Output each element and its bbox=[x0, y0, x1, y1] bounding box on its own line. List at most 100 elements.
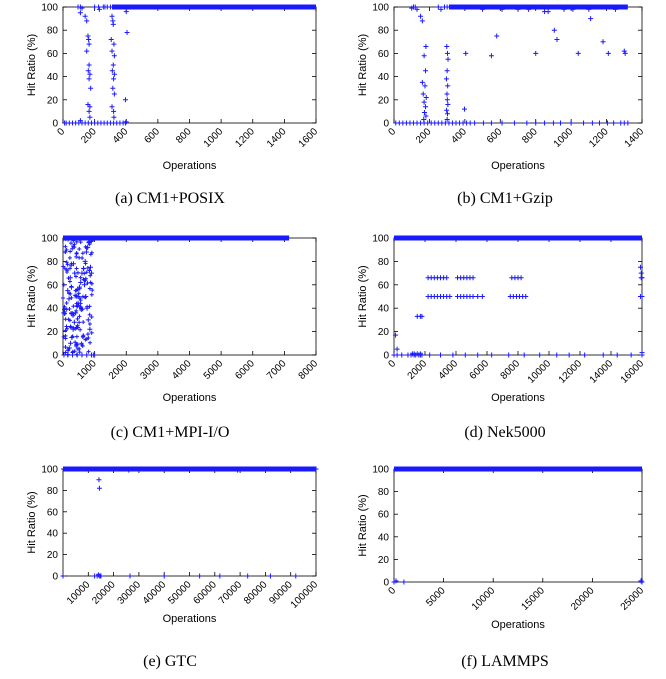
data-point bbox=[475, 352, 481, 358]
data-point bbox=[445, 83, 451, 89]
data-point bbox=[611, 120, 617, 126]
data-point bbox=[71, 313, 76, 318]
data-point bbox=[554, 36, 560, 42]
x-tick-label: 1600 bbox=[297, 126, 321, 150]
x-tick-label: 14000 bbox=[588, 358, 616, 386]
data-point bbox=[86, 41, 92, 47]
data-point bbox=[60, 573, 66, 579]
panel-caption: (c) CM1+MPI-I/O bbox=[111, 424, 230, 441]
x-tick-label: 60000 bbox=[191, 579, 219, 607]
data-point bbox=[63, 237, 68, 242]
data-point bbox=[625, 120, 631, 126]
data-point bbox=[72, 270, 78, 276]
data-point bbox=[639, 579, 645, 585]
data-point bbox=[75, 342, 80, 347]
data-point bbox=[88, 85, 94, 91]
y-axis-title: Hit Ratio (%) bbox=[357, 34, 369, 96]
x-tick-label: 100000 bbox=[289, 579, 321, 611]
data-point bbox=[604, 120, 610, 126]
x-tick-label: 1200 bbox=[233, 126, 257, 150]
data-point bbox=[558, 120, 564, 126]
x-tick-label: 0 bbox=[386, 358, 398, 370]
data-point bbox=[443, 76, 449, 82]
y-axis-title: Hit Ratio (%) bbox=[26, 34, 38, 96]
data-point bbox=[66, 237, 71, 242]
data-point bbox=[87, 268, 92, 273]
data-point bbox=[87, 104, 93, 110]
data-point bbox=[88, 270, 94, 276]
hit-ratio-band bbox=[63, 235, 290, 241]
data-point bbox=[444, 111, 450, 117]
data-point bbox=[122, 97, 128, 103]
y-tick-label: 0 bbox=[52, 119, 58, 130]
data-point bbox=[76, 284, 82, 290]
data-point bbox=[86, 236, 91, 241]
data-point bbox=[293, 573, 299, 579]
data-point bbox=[79, 341, 84, 346]
panel-caption: (d) Nek5000 bbox=[464, 424, 545, 441]
y-tick-label: 20 bbox=[47, 95, 59, 106]
data-point bbox=[600, 39, 606, 45]
data-point bbox=[445, 56, 451, 62]
y-tick-label: 100 bbox=[41, 465, 58, 476]
data-point bbox=[84, 270, 89, 275]
data-point bbox=[488, 53, 494, 59]
data-point bbox=[523, 294, 529, 299]
x-tick-label: 600 bbox=[142, 126, 162, 146]
data-point bbox=[110, 85, 116, 91]
data-point bbox=[480, 6, 486, 12]
y-tick-label: 80 bbox=[378, 26, 390, 37]
y-axis-title: Hit Ratio (%) bbox=[357, 265, 369, 327]
data-point bbox=[78, 279, 84, 285]
data-point bbox=[267, 573, 273, 579]
y-tick-label: 80 bbox=[47, 26, 59, 37]
y-tick-label: 60 bbox=[47, 507, 59, 518]
data-point bbox=[515, 6, 521, 12]
data-point bbox=[79, 352, 85, 358]
data-point bbox=[68, 249, 73, 254]
y-tick-label: 100 bbox=[41, 3, 58, 14]
data-point bbox=[521, 352, 527, 358]
data-point bbox=[111, 114, 117, 120]
data-point bbox=[423, 113, 429, 119]
data-point bbox=[420, 91, 426, 97]
data-point bbox=[83, 244, 88, 249]
data-point bbox=[67, 275, 73, 281]
data-point bbox=[524, 120, 530, 126]
data-point bbox=[401, 579, 407, 585]
data-point bbox=[63, 317, 68, 322]
data-point bbox=[418, 13, 424, 19]
y-tick-label: 0 bbox=[383, 351, 389, 362]
data-point bbox=[518, 275, 524, 281]
data-point bbox=[72, 245, 77, 250]
data-point bbox=[575, 50, 581, 56]
y-tick-label: 40 bbox=[47, 304, 59, 315]
panel-caption: (b) CM1+Gzip bbox=[457, 190, 553, 207]
data-point bbox=[66, 348, 71, 353]
x-tick-label: 5000 bbox=[424, 585, 448, 609]
data-point bbox=[639, 294, 645, 299]
data-point bbox=[80, 255, 85, 260]
x-tick-label: 6000 bbox=[233, 358, 257, 382]
data-point bbox=[88, 340, 93, 345]
hit-ratio-band bbox=[448, 4, 628, 10]
data-point bbox=[551, 27, 557, 33]
x-tick-label: 200 bbox=[414, 126, 434, 146]
data-point bbox=[122, 120, 128, 126]
data-point bbox=[70, 246, 75, 251]
x-tick-label: 4000 bbox=[170, 358, 194, 382]
data-point bbox=[427, 352, 433, 358]
data-point bbox=[70, 261, 76, 267]
data-point bbox=[86, 108, 92, 114]
data-point bbox=[463, 50, 469, 56]
x-tick-label: 400 bbox=[449, 126, 469, 146]
data-point bbox=[628, 352, 634, 358]
data-point bbox=[64, 247, 69, 252]
data-point bbox=[64, 270, 69, 275]
data-point bbox=[419, 352, 425, 358]
y-tick-label: 60 bbox=[378, 49, 390, 60]
data-point bbox=[78, 275, 83, 280]
data-point bbox=[84, 18, 90, 24]
data-point bbox=[605, 50, 611, 56]
